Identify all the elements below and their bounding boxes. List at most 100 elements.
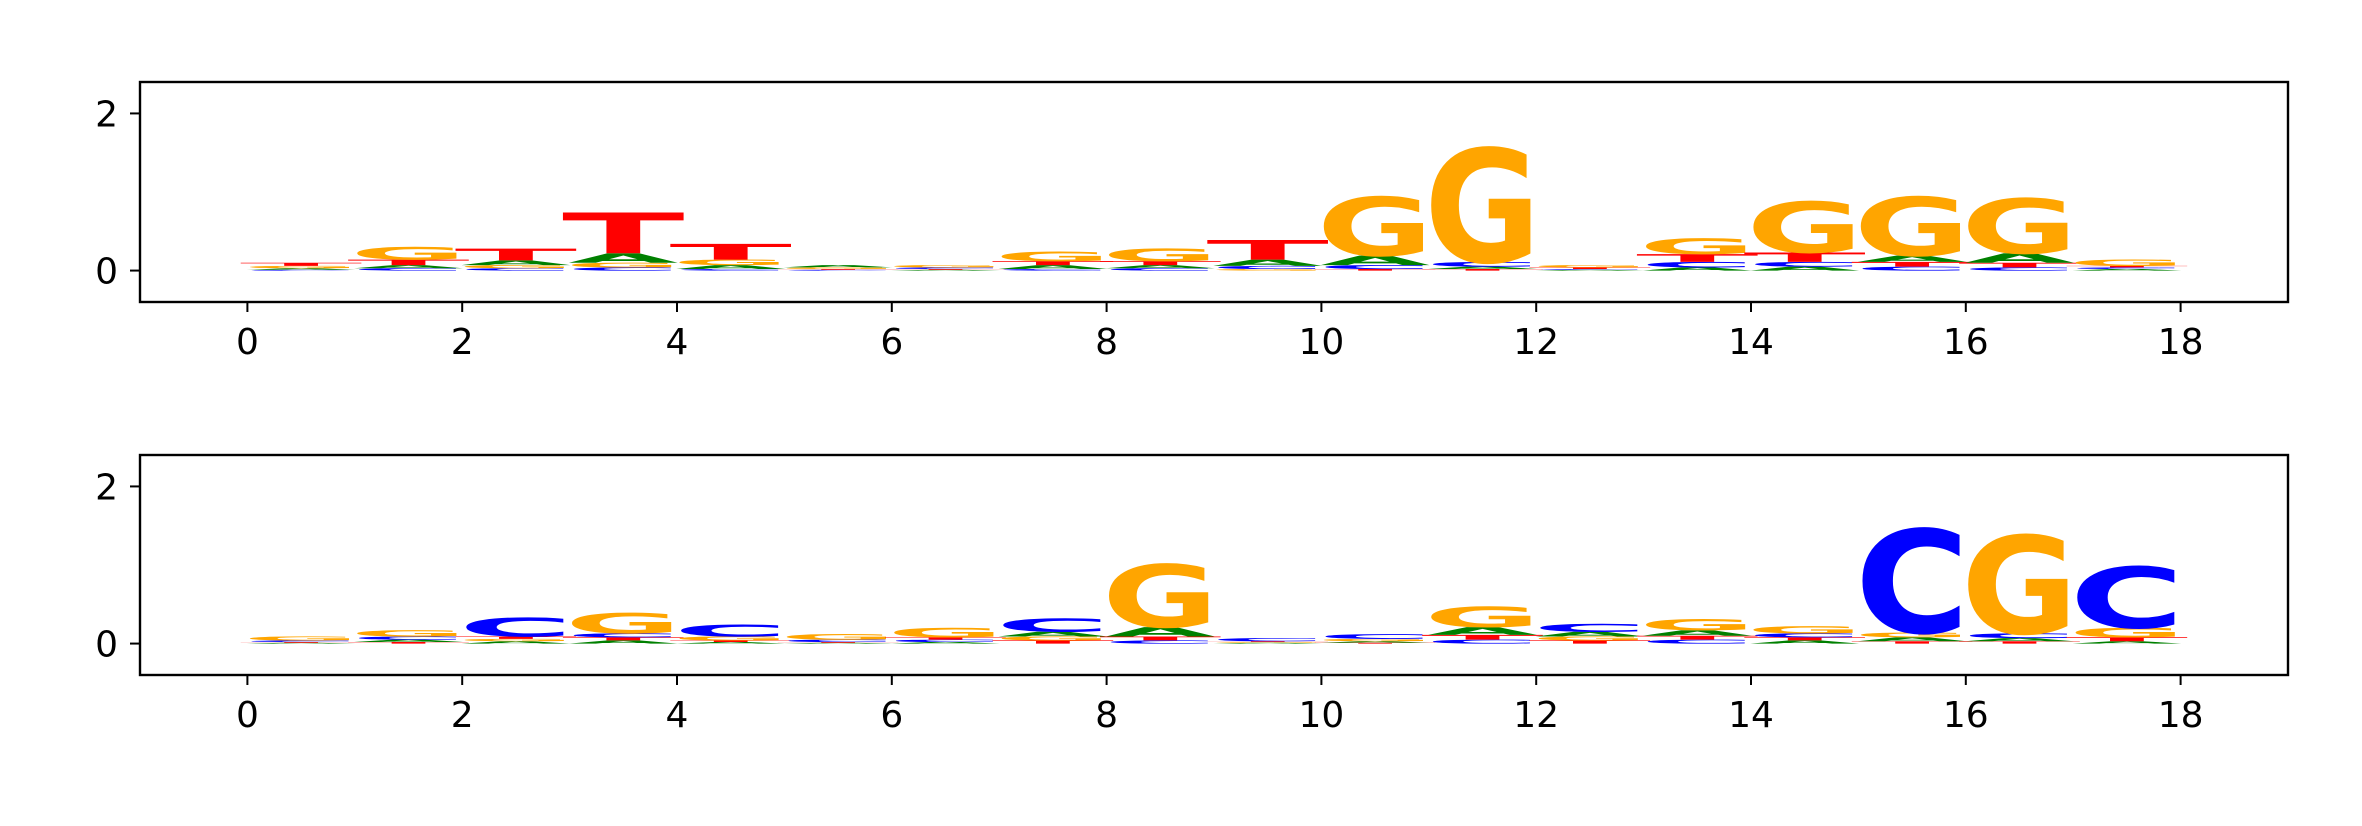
logo-letter-G-col-8: G [1102,547,1219,647]
logo-letter-T-col-13: T [1636,635,1758,641]
logo-letter-T-col-3: T [562,202,685,267]
logo-letter-C-col-12: C [1532,622,1647,635]
logo-letter-G-col-15: G [1854,182,1971,276]
logo-letter-A-col-12: A [1535,270,1645,271]
logo-letter-A-col-15: A [1857,636,1967,642]
logo-letters: CAGTCATGCGATCGATCAGTCTGAATCGCATGCATGGCAT… [240,118,2188,300]
logo-letter-T-col-2: T [455,636,578,640]
x-tick-label: 0 [236,695,259,736]
logo-letter-G-col-13: G [1639,234,1756,259]
logo-letter-G-col-5: G [780,633,897,642]
logo-letter-T-col-5: T [777,269,899,270]
logo-letter-G-col-2: G [458,264,575,269]
logo-letter-C-col-5: C [781,270,896,271]
logo-letter-G-col-1: G [350,244,467,264]
logo-letter-G-col-5: G [780,267,897,270]
logo-letter-G-col-17: G [2069,625,2186,640]
logo-letter-C-col-14: C [1747,261,1862,269]
x-tick-label: 12 [1513,322,1559,363]
logo-letter-C-col-13: C [1640,260,1755,269]
logo-letter-A-col-5: A [783,643,893,644]
logo-letter-T-col-16: T [1958,261,2080,269]
logo-letter-A-col-16: A [1964,637,2074,642]
logo-letter-A-col-12: A [1535,631,1645,639]
logo-letter-C-col-6: C [888,639,1003,643]
x-tick-label: 16 [1943,695,1989,736]
y-tick-label: 2 [95,94,118,135]
logo-letter-A-col-5: A [783,264,893,268]
x-tick-label: 10 [1298,322,1344,363]
logo-letter-A-col-16: A [1964,251,2074,266]
logo-letter-A-col-14: A [1750,266,1860,272]
x-tick-label: 8 [1095,695,1118,736]
logo-letter-T-col-10: T [1314,643,1436,644]
logo-letter-C-col-16: C [1962,632,2077,640]
logo-panel-top: CAGTCATGCGATCGATCAGTCTGAATCGCATGCATGGCAT… [95,80,2290,363]
logo-letter-A-col-14: A [1750,640,1860,645]
logo-letter-C-col-10: C [1318,633,1433,641]
logo-letter-T-col-12: T [1529,267,1651,270]
logo-letter-C-col-2: C [458,268,573,272]
logo-letter-T-col-11: T [1421,634,1543,642]
logo-letter-T-col-4: T [669,240,791,265]
logo-letter-T-col-0: T [240,642,362,643]
logo-letter-T-col-7: T [992,260,1114,266]
logo-letter-A-col-2: A [461,641,571,645]
logo-letter-C-col-9: C [1210,637,1325,642]
logo-letter-G-col-16: G [1961,508,2078,665]
logo-letter-T-col-12: T [1529,640,1652,645]
logo-letter-G-col-2: G [458,638,575,642]
logo-letter-C-col-4: C [673,622,788,641]
logo-letter-C-col-1: C [351,636,466,641]
logo-letter-G-col-11: G [1424,118,1541,300]
logo-letter-G-col-9: G [1209,642,1326,643]
logo-letter-G-col-16: G [1961,183,2078,271]
logo-letter-G-col-8: G [1102,245,1219,265]
logo-letter-C-col-7: C [995,269,1110,272]
logo-letter-G-col-7: G [995,635,1112,641]
logo-letter-C-col-15: C [1855,501,1970,666]
logo-letter-A-col-8: A [1105,624,1215,639]
logo-letter-G-col-10: G [1317,638,1434,642]
logo-letter-T-col-1: T [347,258,469,267]
logo-letter-G-col-0: G [243,265,360,269]
logo-letter-C-col-2: C [458,613,573,643]
logo-letter-C-col-8: C [1103,640,1218,645]
x-tick-label: 12 [1513,695,1559,736]
logo-letter-G-col-3: G [565,608,682,640]
logo-letter-T-col-9: T [1206,641,1328,642]
logo-letter-C-col-6: C [888,267,1003,270]
logo-letter-A-col-15: A [1857,254,1967,264]
x-tick-label: 14 [1728,695,1774,736]
logo-letter-C-col-8: C [1103,268,1218,272]
logo-letter-A-col-17: A [2072,641,2182,645]
logo-letter-A-col-10: A [1320,253,1430,268]
logo-letter-A-col-13: A [1642,629,1752,638]
logo-letter-G-col-11: G [1424,601,1541,633]
x-tick-label: 6 [880,695,903,736]
logo-letter-G-col-1: G [350,628,467,638]
axes-frame [138,453,2290,677]
logo-letter-T-col-14: T [1743,250,1866,265]
logo-letter-C-col-0: C [244,640,359,643]
logo-letter-C-col-9: C [1210,265,1325,270]
logo-letter-A-col-17: A [2072,269,2182,272]
logo-letter-T-col-17: T [2066,265,2188,268]
x-tick-label: 4 [666,322,689,363]
logo-letter-G-col-14: G [1746,624,1863,635]
logo-letter-T-col-5: T [777,642,899,643]
logo-letter-A-col-6: A [890,270,1000,271]
logo-letter-A-col-7: A [998,631,1108,639]
logo-letter-C-col-10: C [1318,264,1433,270]
logo-letter-C-col-4: C [673,269,788,272]
logo-letter-G-col-12: G [1532,264,1649,268]
x-tick-label: 16 [1943,322,1989,363]
x-tick-label: 0 [236,322,259,363]
logo-letter-A-col-4: A [676,642,786,645]
logo-panel-bottom: ATCGTACGAGTCATCGATGCATCGACTGTGACCTAGAGTC… [95,453,2290,736]
logo-letter-A-col-13: A [1642,267,1752,272]
logo-letter-C-col-12: C [1532,269,1647,270]
logo-letter-C-col-3: C [566,632,681,638]
logo-letter-T-col-14: T [1743,636,1866,641]
logo-letter-G-col-0: G [243,635,360,641]
